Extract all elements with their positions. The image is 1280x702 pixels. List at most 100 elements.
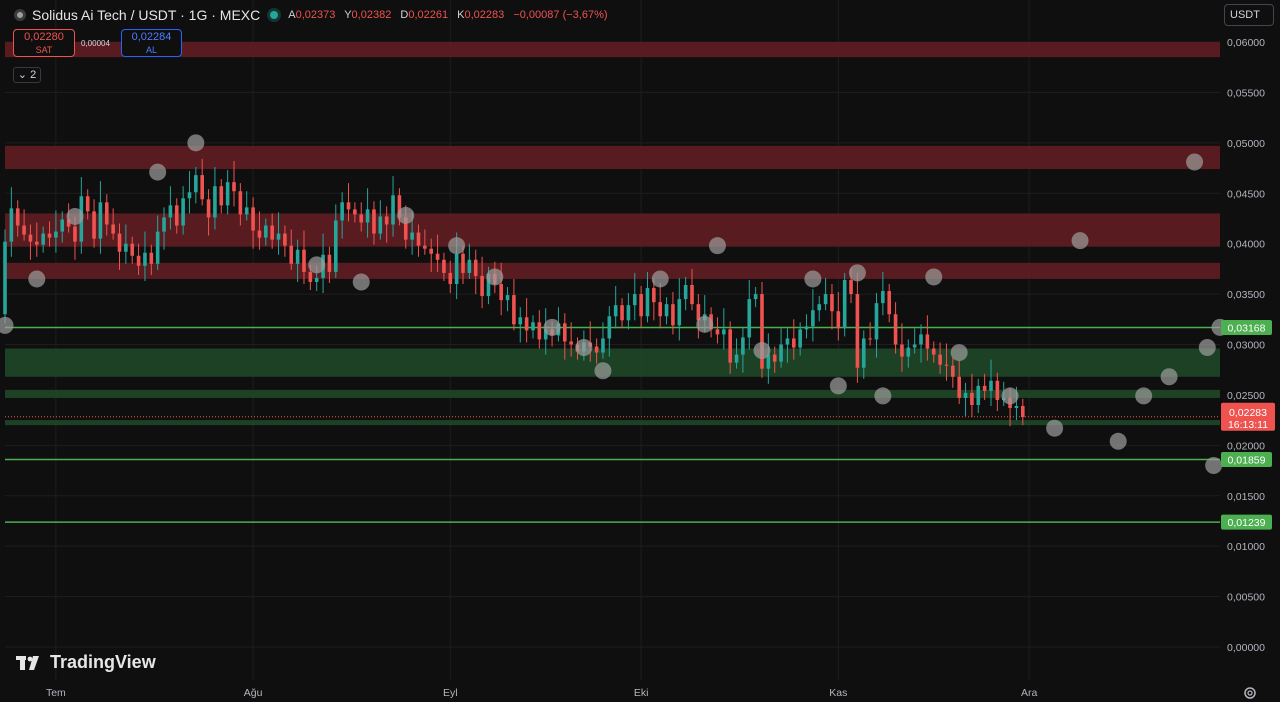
candle-body [664, 304, 669, 317]
forecast-circle [804, 270, 822, 288]
candle-body [143, 252, 147, 266]
candle-body [194, 175, 198, 193]
forecast-circle [1205, 457, 1223, 474]
candle-body [696, 304, 701, 321]
candle-body [28, 234, 33, 242]
candle-body [47, 233, 52, 238]
gear-icon[interactable] [1243, 686, 1257, 700]
currency-select[interactable]: USDT [1224, 4, 1274, 26]
candle-body [970, 392, 974, 405]
time-tick-label: Kas [829, 687, 847, 699]
forecast-circle [1135, 387, 1153, 405]
forecast-circle [352, 273, 370, 291]
candle-body [448, 272, 453, 284]
candle-body [365, 209, 370, 223]
forecast-circle [848, 264, 866, 282]
price-tick-label: 0,03500 [1227, 289, 1265, 301]
candle-body [200, 175, 204, 200]
forecast-circle [925, 268, 943, 286]
candle-body [785, 338, 790, 345]
time-tick-label: Eyl [443, 687, 458, 699]
price-tick-label: 0,06000 [1227, 37, 1265, 49]
time-tick-label: Ara [1021, 687, 1038, 699]
candle-body [3, 241, 7, 315]
candle-body [391, 195, 395, 225]
candle-body [181, 198, 185, 226]
candle-body [372, 209, 376, 234]
candle-body [887, 291, 892, 315]
candle-body [855, 294, 860, 368]
candle-body [772, 354, 777, 362]
candle-body [779, 344, 783, 362]
candle-body [283, 233, 287, 246]
candle-body [804, 326, 809, 330]
candle-body [722, 329, 726, 335]
candle-body [690, 285, 694, 305]
candle-body [626, 305, 631, 321]
candle-body [976, 385, 981, 405]
candle-body [22, 225, 26, 235]
candle-body [798, 329, 802, 348]
time-tick-label: Tem [46, 687, 66, 699]
candle-body [830, 294, 834, 312]
price-tick-label: 0,02000 [1227, 440, 1265, 452]
buy-button[interactable]: 0,02284 AL [121, 29, 182, 57]
price-change: −0,00087 (−3,67%) [513, 9, 608, 21]
candle-body [308, 271, 313, 282]
candle-body [41, 233, 45, 245]
candle-body [353, 209, 357, 215]
candle-body [893, 314, 898, 345]
candle-body [124, 243, 128, 252]
candle-body [403, 217, 408, 240]
candle-body [957, 376, 961, 398]
candle-body [995, 380, 1000, 400]
candle-body [874, 303, 879, 340]
price-tick-label: 0,05000 [1227, 138, 1265, 150]
candle-body [569, 341, 573, 345]
candle-body [162, 217, 166, 232]
sell-button[interactable]: 0,02280 SAT [13, 29, 75, 57]
candle-body [505, 295, 510, 301]
candle-body [601, 338, 605, 353]
candle-body [244, 207, 249, 215]
tradingview-logo[interactable]: TradingView [16, 652, 156, 673]
tradingview-logo-icon [16, 655, 39, 670]
candle-body [35, 241, 39, 245]
current-price-badge [1221, 402, 1275, 431]
forecast-circle [448, 237, 466, 255]
candle-body [232, 182, 236, 192]
indicators-toggle-button[interactable]: ⌄ 2 [13, 67, 41, 83]
price-tick-label: 0,01500 [1227, 491, 1265, 503]
support-zone [5, 420, 1220, 426]
current-price-label: 0,02283 [1229, 407, 1267, 419]
candle-body [931, 348, 936, 355]
price-tick-label: 0,01000 [1227, 541, 1265, 553]
candle-body [104, 202, 109, 225]
candle-body [9, 208, 14, 242]
level-price-badge [1221, 320, 1272, 336]
candle-body [314, 277, 319, 282]
time-axis[interactable]: Tem Ağu Eyl Eki Kas Ara [46, 687, 1038, 699]
candle-body [251, 207, 255, 231]
candle-body [963, 392, 968, 398]
candle-body [111, 224, 115, 234]
candle-body [15, 208, 20, 226]
candle-body [73, 226, 77, 242]
candle-body [155, 231, 160, 264]
candle-body [823, 294, 828, 305]
candle-body [384, 216, 389, 225]
candle-body [849, 279, 853, 295]
price-axis[interactable]: 0,06000 0,05500 0,05000 0,04500 0,04000 0,035… [1227, 37, 1265, 654]
candlesticks [3, 158, 1025, 427]
candle-body [130, 243, 135, 256]
candle-body [467, 259, 472, 273]
price-tick-label: 0,03000 [1227, 340, 1265, 352]
candle-body [951, 365, 955, 377]
symbol-title[interactable]: Solidus Ai Tech / USDT · 1G · MEXC [32, 7, 261, 23]
countdown-label: 16:13:11 [1228, 419, 1268, 431]
forecast-circle [397, 206, 415, 224]
level-price-label: 0,01239 [1228, 517, 1266, 529]
candle-body [257, 230, 262, 238]
